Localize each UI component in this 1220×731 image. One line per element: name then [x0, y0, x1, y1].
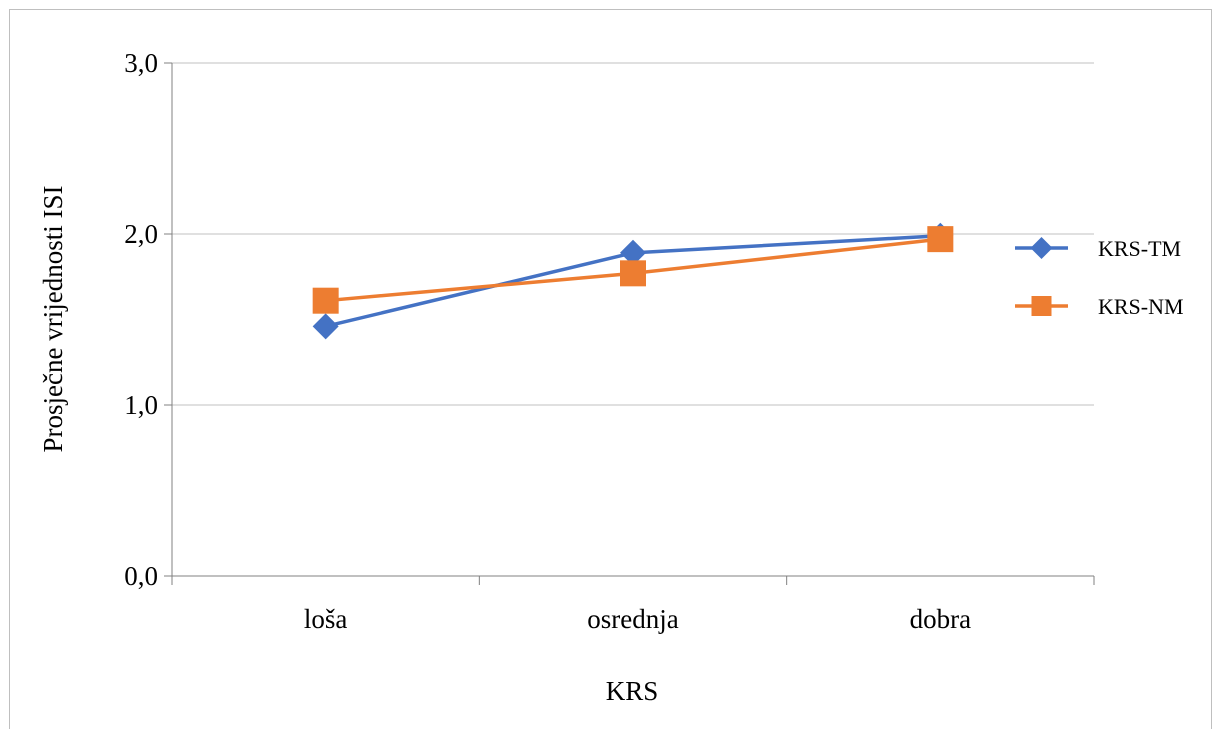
data-point: [620, 239, 646, 266]
legend-marker: [1030, 237, 1053, 259]
axes: [164, 62, 1095, 585]
series-layer: [312, 222, 954, 340]
chart-frame: [9, 9, 1212, 729]
x-axis-title: KRS: [606, 676, 659, 706]
legend-item: KRS-TM: [1015, 236, 1181, 261]
legend: KRS-TM KRS-NM: [1015, 236, 1184, 319]
legend-marker: [1031, 296, 1052, 316]
y-tick-label: 3,0: [124, 48, 158, 78]
gridlines: [172, 62, 1094, 406]
y-tick-label: 1,0: [124, 390, 158, 420]
x-tick-labels: loša osrednja dobra: [304, 604, 971, 634]
data-point: [312, 287, 339, 314]
series-krs-nm: [312, 226, 954, 314]
x-tick-label: loša: [304, 604, 348, 634]
data-point: [927, 226, 954, 253]
x-tick-label: osrednja: [587, 604, 678, 634]
legend-label: KRS-TM: [1098, 236, 1181, 261]
data-point: [620, 260, 646, 287]
data-point: [312, 313, 339, 340]
y-tick-label: 0,0: [124, 561, 158, 591]
y-tick-labels: 0,0 1,0 2,0 3,0: [124, 48, 158, 591]
x-tick-label: dobra: [910, 604, 971, 634]
y-axis-title: Prosječne vrijednosti ISI: [38, 186, 68, 453]
legend-item: KRS-NM: [1015, 294, 1184, 319]
legend-label: KRS-NM: [1098, 294, 1184, 319]
y-tick-label: 2,0: [124, 219, 158, 249]
